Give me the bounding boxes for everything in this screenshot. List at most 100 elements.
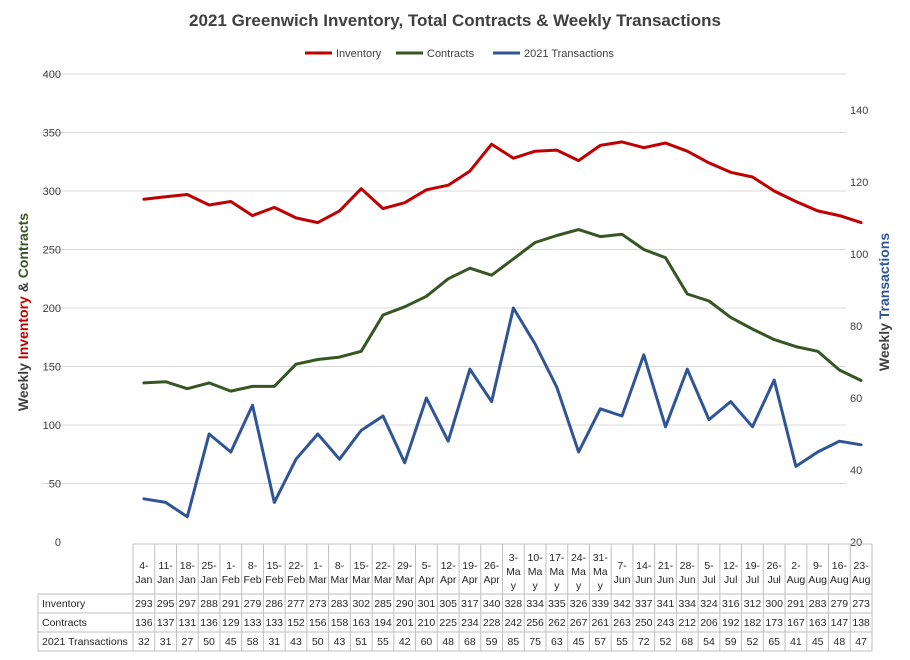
category-label: 25-Jan (201, 560, 218, 586)
right-axis-title-part1: Weekly (876, 319, 892, 371)
category-label: 21-Jun (657, 560, 674, 586)
table-cell: 277 (287, 598, 305, 610)
category-label: 10-Ma y (528, 552, 544, 592)
table-cell: 136 (200, 617, 218, 629)
category-label: 23-Aug (852, 560, 871, 586)
table-cell: 43 (334, 636, 346, 648)
category-label: 17-Ma y (549, 552, 565, 592)
data-point (555, 234, 558, 237)
data-point (164, 380, 167, 383)
table-cell: 194 (374, 617, 392, 629)
data-point (642, 353, 645, 356)
data-point (642, 146, 645, 149)
left-tick-label: 300 (43, 186, 61, 198)
table-cell: 58 (247, 636, 259, 648)
table-cell: 52 (660, 636, 672, 648)
category-label: 26-Apr (483, 560, 500, 586)
data-point (555, 148, 558, 152)
table-cell: 326 (570, 598, 588, 610)
table-cell: 41 (790, 636, 802, 648)
data-point (686, 368, 689, 371)
table-cell: 55 (616, 636, 628, 648)
table-cell: 201 (396, 617, 414, 629)
category-label: 15-Feb (265, 560, 283, 586)
category-label: 1-Mar (309, 560, 328, 586)
data-point (686, 150, 689, 153)
table-cell: 206 (700, 617, 718, 629)
table-cell: 250 (635, 617, 653, 629)
table-cell: 75 (529, 636, 541, 648)
data-point (186, 387, 189, 390)
data-point (599, 235, 602, 238)
table-cell: 51 (355, 636, 367, 648)
table-cell: 297 (179, 598, 197, 610)
table-cell: 342 (613, 598, 631, 610)
category-label: 4-Jan (135, 560, 152, 586)
table-cell: 243 (657, 617, 675, 629)
table-cell: 48 (442, 636, 454, 648)
table-cell: 290 (396, 598, 414, 610)
data-point (207, 203, 211, 207)
table-cell: 300 (765, 598, 783, 610)
data-point (577, 159, 580, 162)
table-cell: 47 (855, 636, 867, 648)
data-point (186, 515, 189, 518)
table-cell: 173 (765, 617, 783, 629)
data-point (381, 207, 385, 210)
table-cell: 50 (203, 636, 215, 648)
data-point (316, 432, 319, 436)
data-point (859, 221, 863, 224)
data-point (751, 425, 754, 428)
left-axis-title-part1: Weekly (15, 359, 31, 411)
series-line-contracts (142, 228, 863, 393)
data-point (686, 292, 689, 296)
data-point (599, 407, 602, 410)
data-point (338, 355, 341, 359)
data-point (403, 461, 406, 464)
right-axis-title: Weekly Transactions (876, 233, 892, 371)
data-point (207, 432, 211, 436)
data-point (816, 450, 819, 454)
data-point (447, 440, 450, 443)
table-cell: 225 (439, 617, 457, 629)
table-cell: 52 (747, 636, 759, 648)
category-label: 29-Mar (396, 560, 415, 586)
left-tick-label: 100 (43, 420, 61, 432)
data-point (490, 400, 493, 403)
data-point (142, 497, 146, 500)
data-point (599, 144, 602, 147)
data-point (207, 381, 211, 385)
table-cell: 316 (722, 598, 740, 610)
category-label: 28-Jun (679, 560, 696, 586)
data-point (620, 140, 624, 144)
table-cell: 273 (852, 598, 870, 610)
data-point (186, 193, 189, 196)
table-cell: 65 (768, 636, 780, 648)
table-cell: 328 (505, 598, 523, 610)
table-cell: 163 (809, 617, 827, 629)
legend-label-inventory: Inventory (336, 48, 382, 60)
table-cell: 210 (418, 617, 436, 629)
category-label: 1-Feb (222, 560, 240, 586)
series-line-inventory (142, 140, 863, 225)
right-tick-label: 140 (850, 105, 868, 117)
data-point (164, 501, 167, 504)
table-cell: 50 (312, 636, 324, 648)
table-cell: 334 (678, 598, 696, 610)
data-point (816, 209, 819, 213)
table-cell: 182 (744, 617, 762, 629)
data-point (142, 198, 146, 201)
category-label: 5-Jul (702, 560, 715, 586)
table-cell: 48 (834, 636, 846, 648)
right-axis-title-transactions: Transactions (876, 233, 892, 320)
table-cell: 288 (200, 598, 218, 610)
data-point (751, 175, 754, 179)
data-point (360, 350, 363, 353)
series-line-2021-transactions (142, 306, 863, 519)
data-point (381, 414, 385, 418)
table-cell: 27 (181, 636, 193, 648)
table-cell: 45 (812, 636, 824, 648)
table-cell: 279 (831, 598, 849, 610)
data-point (229, 200, 232, 203)
